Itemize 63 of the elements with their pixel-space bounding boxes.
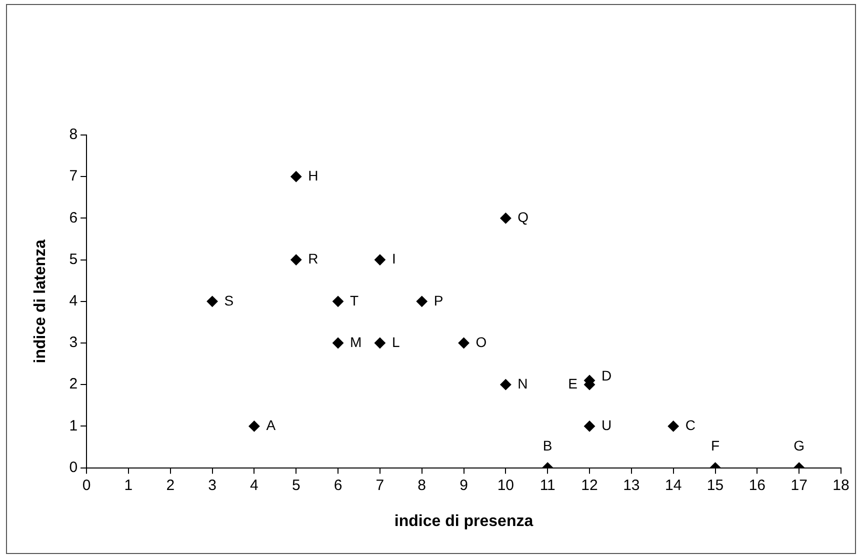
x-tick-label: 3 (208, 476, 216, 494)
x-tick-label: 8 (418, 476, 426, 494)
x-axis-title: indice di presenza (394, 512, 534, 530)
annotation: R (308, 250, 318, 267)
annotation: A (266, 417, 276, 434)
y-tick-label: 8 (69, 126, 78, 144)
x-tick-label: 15 (706, 476, 724, 494)
y-tick-label: 7 (69, 168, 78, 185)
y-tick-label: 0 (69, 458, 78, 476)
y-tick-label: 5 (69, 250, 78, 268)
point (500, 379, 512, 390)
y-axis-title: indice di latenza (32, 240, 50, 364)
point (332, 338, 344, 348)
annotation: I (392, 250, 396, 267)
y-tick-label: 4 (69, 292, 78, 310)
annotation: L (392, 334, 400, 350)
y-tick-label: 3 (69, 334, 78, 352)
x-tick-label: 10 (497, 476, 514, 494)
x-tick-label: 2 (166, 476, 175, 494)
x-tick-label: 18 (832, 476, 850, 494)
annotation: H (308, 167, 318, 184)
annotation: B (542, 438, 552, 454)
point (374, 254, 386, 266)
point (458, 338, 470, 348)
x-tick-label: 16 (748, 476, 766, 494)
annotation: M (350, 334, 362, 350)
point (500, 212, 512, 224)
point (416, 296, 428, 307)
annotation: E (568, 375, 578, 392)
point (290, 254, 302, 266)
point (332, 296, 344, 307)
x-tick-label: 1 (124, 476, 133, 494)
annotation: Q (518, 209, 529, 226)
x-tick-label: 9 (460, 476, 468, 494)
x-tick-label: 14 (665, 476, 682, 494)
x-tick-label: 6 (334, 476, 342, 494)
point (248, 420, 260, 432)
x-tick-label: 13 (623, 476, 640, 494)
x-tick-label: 17 (790, 476, 808, 494)
y-tick-label: 1 (69, 417, 78, 434)
point (668, 420, 679, 432)
annotation: N (518, 375, 528, 392)
annotation: T (350, 292, 360, 308)
annotation: F (710, 438, 720, 454)
y-tick-label: 6 (69, 209, 78, 226)
point (374, 338, 386, 348)
annotation: U (602, 417, 612, 434)
x-tick-label: 7 (376, 476, 384, 494)
point (290, 171, 302, 182)
x-tick-label: 0 (82, 476, 91, 494)
x-tick-label: 5 (292, 476, 300, 494)
x-tick-label: 11 (540, 476, 556, 494)
annotation: P (434, 292, 444, 308)
x-tick-label: 12 (581, 476, 598, 494)
point (584, 420, 596, 432)
y-tick-label: 2 (69, 376, 78, 393)
x-tick-label: 4 (250, 476, 258, 494)
annotation: S (224, 292, 234, 308)
annotation: O (476, 334, 487, 350)
annotation: D (602, 367, 612, 384)
point (206, 296, 218, 307)
annotation: C (685, 417, 696, 434)
annotation: G (794, 438, 805, 454)
